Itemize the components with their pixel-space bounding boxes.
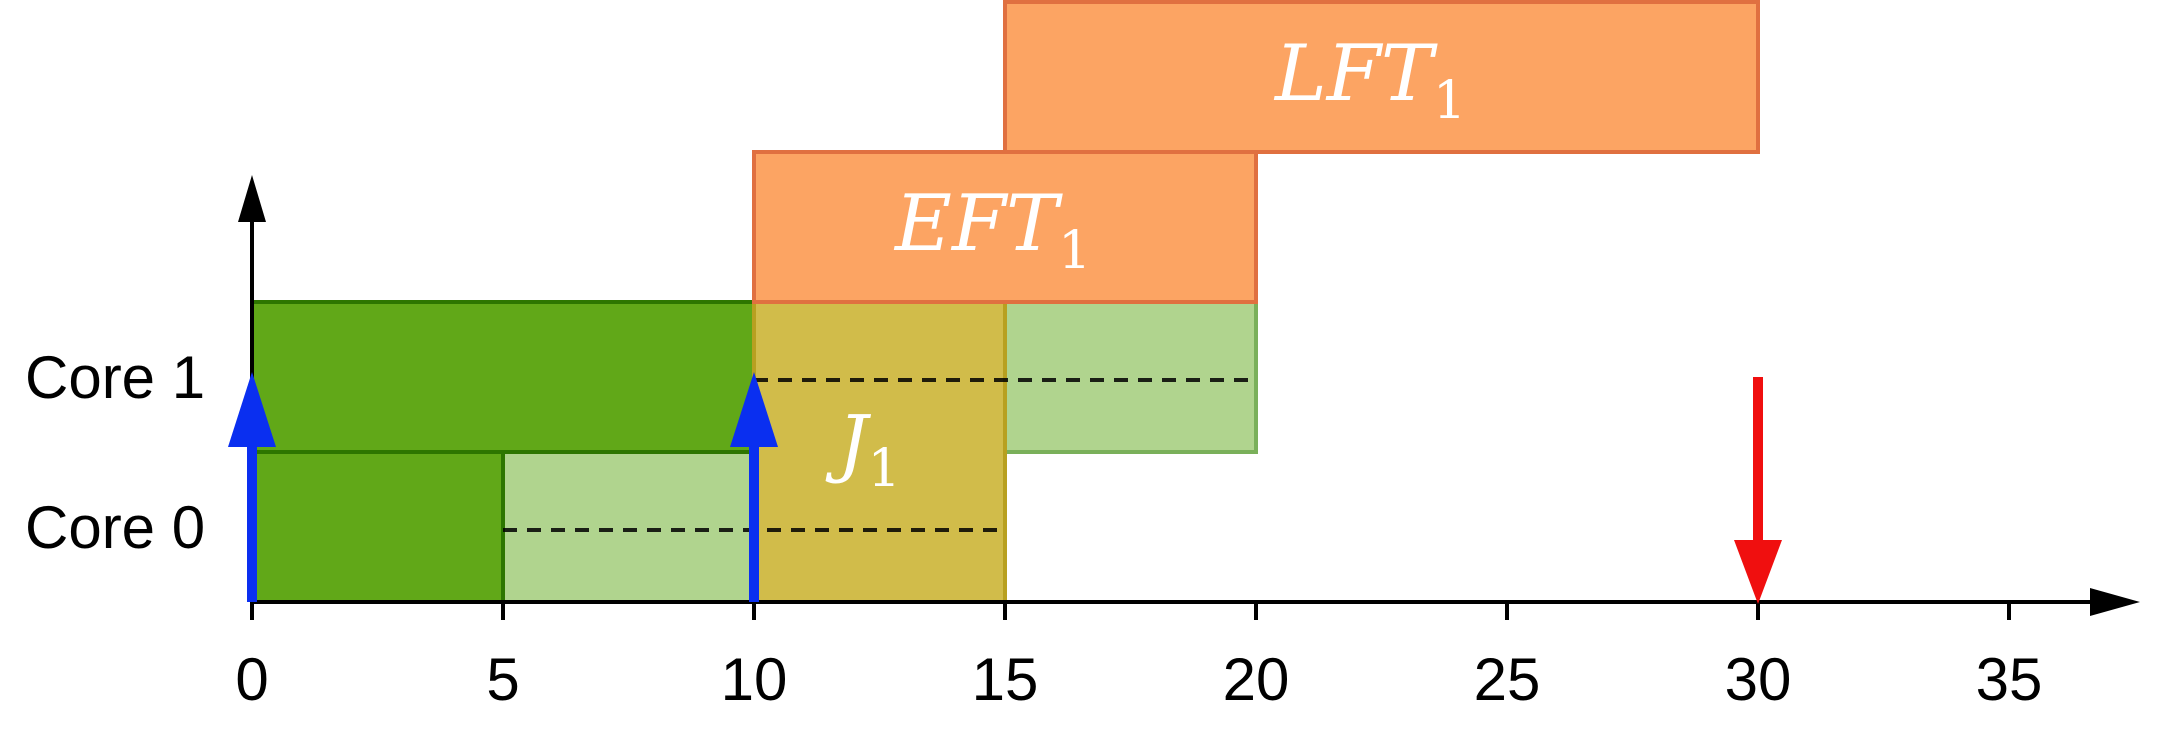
label-lft1: LFT1 [1273, 29, 1466, 131]
core0-exec-light [501, 450, 756, 604]
label-eft1: EFT1 [893, 179, 1091, 281]
eft1-bar [752, 150, 1258, 304]
core0-exec-dark [250, 450, 505, 604]
core1-exec-light [1003, 300, 1258, 454]
label-eft1-base: EFT [893, 179, 1063, 269]
blocks-layer [250, 0, 1760, 604]
label-lft1-sub: 1 [1433, 71, 1466, 131]
x-tick-label: 15 [972, 646, 1039, 713]
x-tick-label: 35 [1976, 646, 2043, 713]
x-tick-label: 5 [486, 646, 519, 713]
release-arrow-head [228, 372, 276, 447]
x-tick-label: 0 [235, 646, 268, 713]
job-j1-block [752, 300, 1007, 604]
x-axis-ticks: 0 5 10 15 20 25 30 35 [235, 602, 2042, 713]
x-tick-label: 20 [1223, 646, 1290, 713]
deadline-arrow-head [1734, 540, 1782, 604]
label-eft1-sub: 1 [1058, 221, 1091, 281]
label-lft1-base: LFT [1273, 29, 1438, 119]
y-axis-arrowhead [238, 175, 266, 222]
row-label-core-1: Core 1 [25, 344, 205, 411]
release-arrow-head [730, 372, 778, 447]
lft1-bar [1003, 0, 1760, 154]
row-label-core-0: Core 0 [25, 494, 205, 561]
core1-exec-dark [250, 300, 756, 454]
arrows-layer [228, 372, 1782, 604]
label-j1-sub: 1 [868, 439, 901, 499]
x-tick-label: 25 [1474, 646, 1541, 713]
x-tick-label: 30 [1725, 646, 1792, 713]
x-tick-label: 10 [721, 646, 788, 713]
x-axis-arrowhead [2090, 588, 2140, 616]
